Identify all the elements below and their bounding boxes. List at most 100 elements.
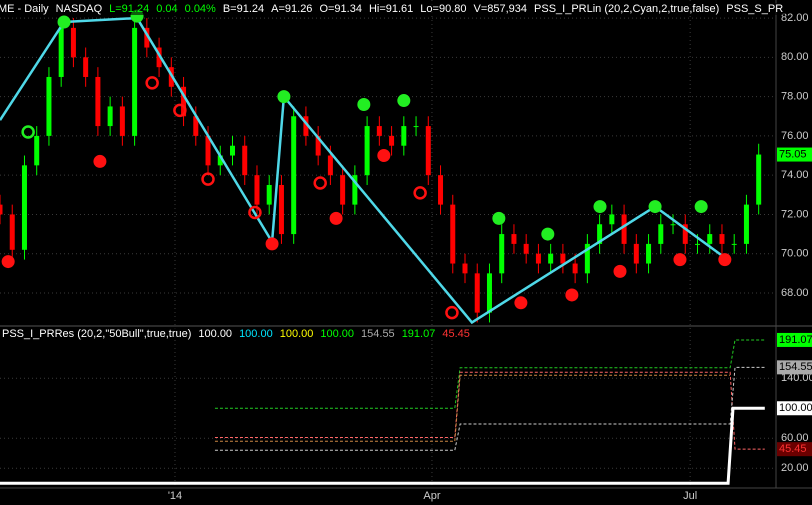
candle-body — [303, 116, 309, 136]
candle-body — [156, 47, 162, 68]
pivot-marker — [397, 94, 411, 108]
value-box — [777, 332, 812, 347]
y-tick-label: 60.00 — [781, 432, 809, 444]
pivot-marker — [248, 205, 262, 220]
legend-item: L=91.24 — [109, 3, 150, 15]
candle-body — [327, 155, 333, 176]
y-tick-label: 80.00 — [781, 51, 809, 63]
pivot-marker — [673, 253, 687, 267]
candle-body — [0, 204, 3, 215]
candle-body — [254, 175, 260, 205]
candle-body — [756, 154, 762, 205]
candle-body — [9, 214, 15, 250]
legend-item: B=91.24 — [222, 3, 265, 15]
candle-body — [205, 135, 211, 166]
x-tick-label: '14 — [168, 490, 182, 502]
candle-body — [621, 214, 627, 244]
legend-item: 100.00 — [320, 328, 355, 340]
candle-body — [364, 126, 370, 176]
legend-item: 100.00 — [198, 328, 233, 340]
candle-body — [230, 145, 235, 156]
candle-body — [584, 243, 590, 274]
indicator-line — [0, 406, 765, 485]
pivot-marker — [648, 200, 662, 214]
x-tick-label: Apr — [423, 490, 440, 502]
value-box-label: 75.05 — [779, 148, 807, 160]
pivot-marker — [265, 237, 279, 251]
y-tick-label: 78.00 — [781, 91, 809, 103]
candle-body — [499, 234, 505, 274]
candle-body — [58, 27, 64, 77]
candle-body — [682, 224, 688, 244]
y-tick-label: 72.00 — [781, 208, 809, 220]
candle-body — [646, 243, 652, 264]
candle-body — [609, 214, 615, 225]
legend-item: Hi=91.61 — [368, 3, 414, 15]
pivot-marker — [377, 149, 391, 163]
candle-body — [425, 126, 431, 176]
candle-body — [132, 27, 138, 136]
indicator-line — [214, 366, 765, 451]
pivot-marker — [57, 15, 71, 29]
indicator-line — [214, 374, 731, 442]
legend-item: 191.07 — [401, 328, 436, 340]
candle-body — [695, 243, 700, 245]
indicator-line — [214, 371, 765, 450]
candle-body — [107, 106, 113, 127]
candle-body — [119, 106, 125, 136]
zigzag-line — [0, 16, 726, 325]
candle-body — [719, 234, 725, 244]
candle-body — [389, 135, 395, 146]
candle-body — [291, 116, 297, 235]
pivot-marker — [313, 176, 327, 190]
candle-body — [413, 126, 419, 128]
candle-body — [21, 165, 27, 250]
pivot-marker — [718, 253, 732, 267]
candle-body — [450, 204, 456, 264]
candle-body — [376, 126, 382, 136]
candle-body — [707, 234, 713, 244]
pivot-marker — [145, 76, 159, 90]
candle-body — [743, 204, 749, 244]
pivot-marker — [565, 288, 579, 302]
legend-item: A=91.26 — [271, 3, 313, 15]
candle-body — [278, 184, 284, 235]
pivot-marker — [413, 186, 427, 200]
candle-body — [193, 116, 199, 136]
pivot-marker — [492, 211, 506, 225]
value-box-label: 154.55 — [779, 361, 812, 373]
pivot-marker — [277, 90, 291, 104]
legend-item: PSS_S_PR — [726, 3, 784, 15]
pivot-marker — [541, 227, 555, 241]
pivot-marker — [1, 255, 15, 269]
legend-item: O=91.34 — [319, 3, 362, 15]
candle-body — [560, 253, 566, 264]
legend-item: 0.04 — [156, 3, 178, 15]
candle-body — [401, 126, 407, 146]
candle-body — [731, 243, 737, 245]
candle-body — [511, 234, 517, 244]
candle-body — [597, 224, 603, 244]
candle-body — [486, 273, 492, 313]
candle-body — [217, 155, 223, 166]
candle-body — [340, 175, 346, 205]
y-tick-label: 140.00 — [781, 372, 812, 384]
candle-body — [242, 145, 248, 176]
legend-item: Lo=90.80 — [420, 3, 467, 15]
legend-item: NASDAQ — [55, 3, 103, 15]
value-box-label: 45.45 — [779, 443, 807, 455]
candle-body — [95, 76, 101, 127]
candle-body — [548, 253, 554, 264]
legend-item: 100.00 — [279, 328, 314, 340]
legend-item: 154.55 — [361, 328, 395, 340]
pivot-marker — [173, 103, 187, 118]
y-tick-label: 82.00 — [781, 12, 809, 24]
candle-body — [462, 263, 468, 274]
candle-body — [474, 273, 480, 313]
candle-body — [315, 135, 321, 156]
candle-body — [34, 135, 40, 166]
candle-body — [535, 253, 541, 264]
value-box — [777, 442, 812, 457]
